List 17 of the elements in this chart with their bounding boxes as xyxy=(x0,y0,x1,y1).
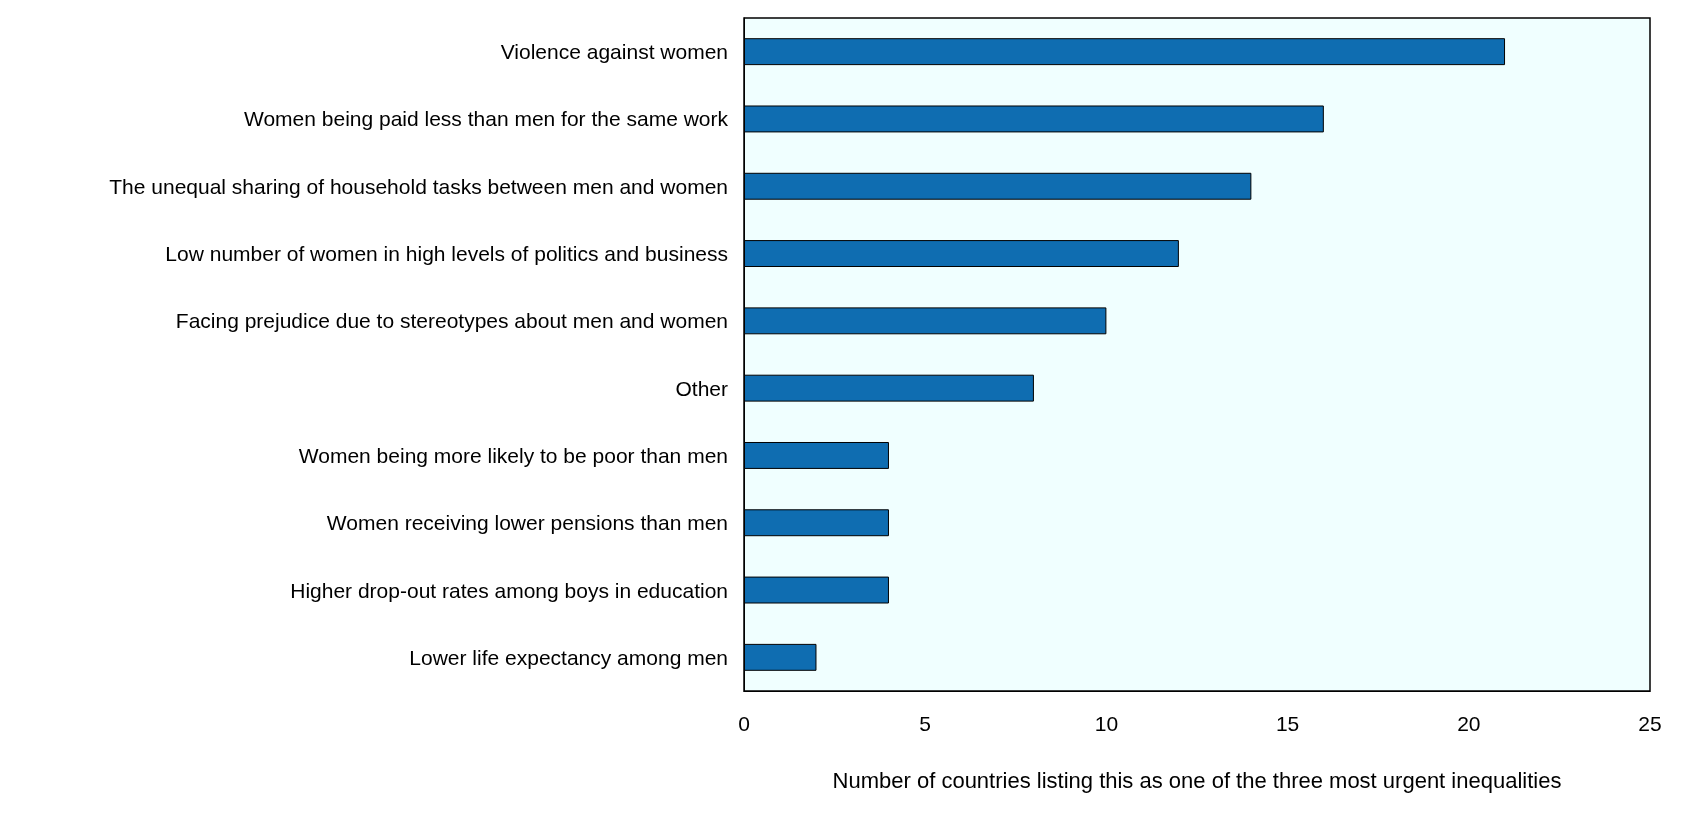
y-tick-label: Women receiving lower pensions than men xyxy=(326,511,728,535)
y-tick-label: Facing prejudice due to stereotypes about men and women xyxy=(175,309,728,333)
y-tick-label: Women being paid less than men for the same work xyxy=(243,107,729,131)
x-axis-title: Number of countries listing this as one of the three most urgent inequalities xyxy=(832,767,1562,793)
y-tick-label: Violence against women xyxy=(500,40,728,64)
x-tick-label: 15 xyxy=(1275,712,1300,735)
y-tick-label: The unequal sharing of household tasks between men and women xyxy=(109,174,728,198)
y-tick-label: Low number of women in high levels of politics and business xyxy=(165,242,728,266)
x-tick-label: 5 xyxy=(919,712,932,735)
x-tick-label: 20 xyxy=(1457,712,1481,735)
y-tick-label: Women being more likely to be poor than men xyxy=(298,443,728,467)
x-tick-label: 25 xyxy=(1638,712,1662,735)
y-tick-label: Higher drop-out rates among boys in education xyxy=(290,578,728,602)
x-tick-label: 10 xyxy=(1094,712,1119,735)
x-tick-label: 0 xyxy=(738,712,750,735)
y-tick-label: Other xyxy=(675,376,728,400)
y-tick-label: Lower life expectancy among men xyxy=(409,645,728,669)
